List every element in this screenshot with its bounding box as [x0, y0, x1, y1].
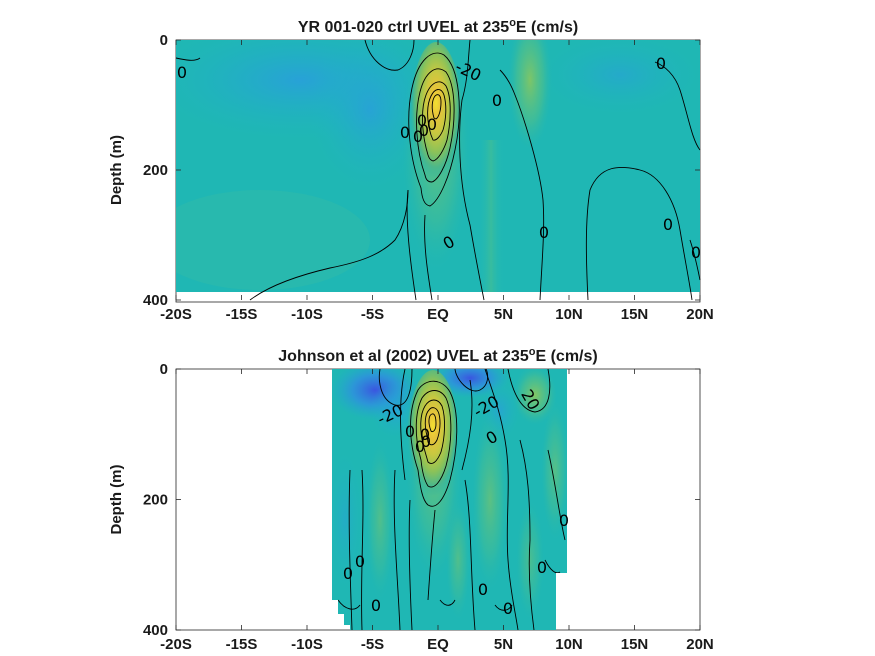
contour-label: 0: [355, 552, 365, 571]
johnson-panel: -20 -20 20 0 0 0 0 0 0 0 0 0 0 0 0 -20S -…: [108, 346, 714, 653]
contour-label: 0: [421, 432, 431, 451]
contour-label: 0: [371, 596, 381, 615]
contour-label: 0: [343, 564, 353, 583]
contour-lines: [175, 39, 701, 301]
contour-labels: 0 -20 0 0 0 0 0 0 0 0 0 0 0: [177, 54, 701, 262]
contour-label: 0: [415, 437, 425, 456]
x-tick-label: 15N: [621, 306, 649, 323]
contour-label: 0: [417, 111, 427, 130]
y-tick-label: 200: [143, 492, 168, 509]
x-tick-label: -10S: [291, 306, 323, 323]
x-tick-label: -5S: [361, 306, 384, 323]
contour-label: 0: [559, 511, 569, 530]
contour-label: 0: [539, 223, 549, 242]
contour-label: 0: [405, 422, 415, 441]
x-tick-label: 20N: [686, 306, 714, 323]
ctrl-panel: 0 -20 0 0 0 0 0 0 0 0 0 0 0 -20S -15S -10S…: [108, 17, 714, 323]
x-tick-label: -15S: [226, 636, 258, 653]
velocity-field: [332, 369, 567, 630]
contour-label: 0: [656, 54, 666, 73]
chart-title: Johnson et al (2002) UVEL at 235oE (cm/s…: [278, 346, 597, 365]
x-tick-label: -10S: [291, 636, 323, 653]
y-tick-label: 0: [160, 32, 168, 49]
contour-label: 0: [478, 580, 488, 599]
contour-label: 0: [691, 243, 701, 262]
x-tick-label: 5N: [494, 636, 513, 653]
x-tick-label: EQ: [427, 636, 449, 653]
x-tick-label: 15N: [621, 636, 649, 653]
contour-label: 0: [177, 63, 187, 82]
contour-label: 0: [663, 215, 673, 234]
x-tick-label: -15S: [226, 306, 258, 323]
contour-label: 0: [419, 121, 429, 140]
x-tick-label: -20S: [160, 636, 192, 653]
x-tick-label: 20N: [686, 636, 714, 653]
contour-label: 0: [420, 425, 430, 444]
x-tick-label: -20S: [160, 306, 192, 323]
x-tick-label: -5S: [361, 636, 384, 653]
x-tick-label: 5N: [494, 306, 513, 323]
chart-title: YR 001-020 ctrl UVEL at 235oE (cm/s): [298, 17, 578, 36]
contour-label: 0: [413, 127, 423, 146]
y-tick-label: 400: [143, 292, 168, 309]
contour-lines: [337, 369, 566, 630]
axes: -20S -15S -10S -5S EQ 5N 10N 15N 20N 0 200 400 Depth…: [108, 17, 714, 323]
y-tick-label: 200: [143, 162, 168, 179]
y-axis-label: Depth (m): [108, 135, 125, 205]
x-tick-label: 10N: [555, 636, 583, 653]
contour-label: 0: [537, 558, 547, 577]
contour-label: 0: [503, 599, 513, 618]
y-axis-label: Depth (m): [108, 465, 125, 535]
contour-label: 0: [400, 123, 410, 142]
x-tick-label: EQ: [427, 306, 449, 323]
contour-label: 0: [492, 91, 502, 110]
y-tick-label: 400: [143, 622, 168, 639]
contour-label: 0: [427, 115, 437, 134]
x-tick-label: 10N: [555, 306, 583, 323]
axes: -20S -15S -10S -5S EQ 5N 10N 15N 20N 0 200 400 Depth…: [108, 346, 714, 653]
y-tick-label: 0: [160, 361, 168, 378]
